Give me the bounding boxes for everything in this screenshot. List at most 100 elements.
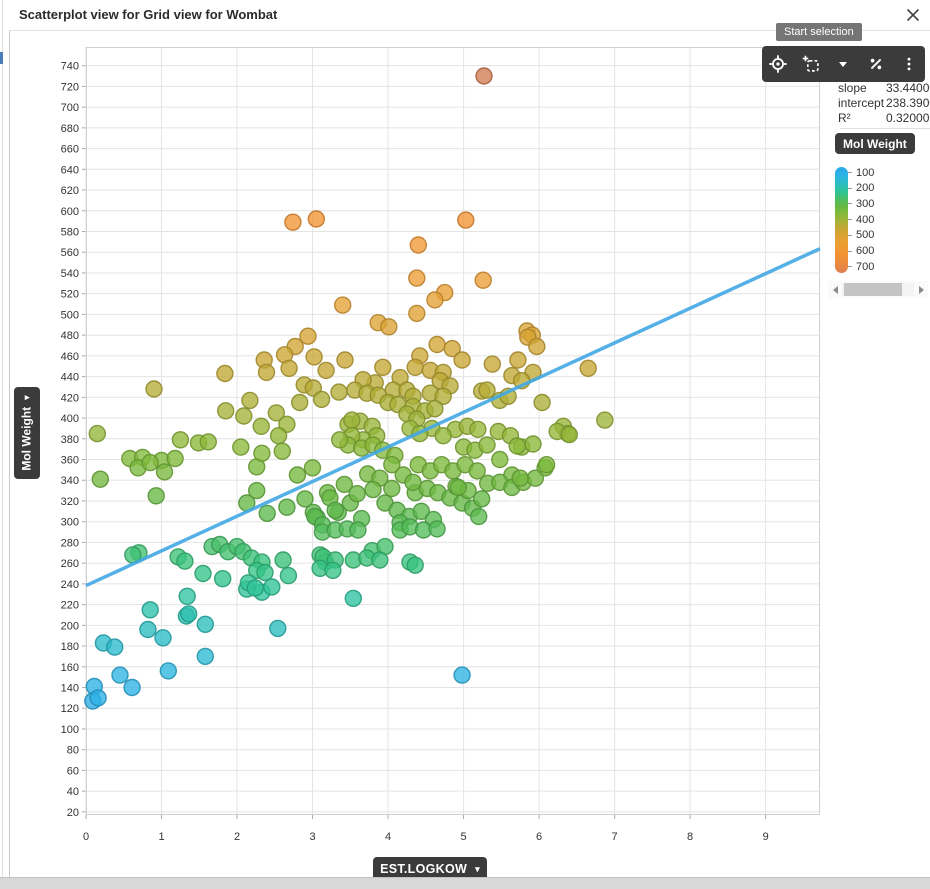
data-point[interactable] [470,507,488,526]
data-point[interactable] [269,619,287,638]
data-point[interactable] [380,318,398,336]
scrollbar-track[interactable] [842,283,914,296]
data-point[interactable] [279,566,298,585]
data-point[interactable] [408,304,426,323]
data-point[interactable] [404,473,422,491]
data-point[interactable] [428,335,446,354]
data-point[interactable] [147,487,165,505]
data-point[interactable] [278,498,296,516]
close-button[interactable] [904,6,922,24]
data-point[interactable] [453,351,471,369]
data-point[interactable] [312,390,331,409]
data-point[interactable] [105,638,124,656]
data-point[interactable] [383,479,401,498]
data-point[interactable] [483,355,501,373]
data-point[interactable] [248,481,266,500]
data-point[interactable] [263,578,281,596]
data-point[interactable] [374,358,392,376]
data-point[interactable] [511,469,529,487]
data-point[interactable] [196,615,215,633]
data-point[interactable] [336,351,354,369]
data-point[interactable] [331,431,349,449]
data-point[interactable] [178,587,196,605]
data-point[interactable] [330,383,348,401]
data-point[interactable] [383,456,401,474]
data-point[interactable] [509,351,527,369]
data-point[interactable] [449,478,467,497]
data-point[interactable] [303,459,322,477]
data-point[interactable] [296,490,314,508]
data-point[interactable] [434,387,452,405]
data-point[interactable] [408,269,426,287]
data-point[interactable] [141,453,159,472]
data-point[interactable] [213,570,232,588]
data-point[interactable] [596,411,614,429]
data-point[interactable] [533,393,551,412]
data-point[interactable] [155,463,174,481]
data-point[interactable] [371,551,389,569]
data-point[interactable] [469,420,487,439]
data-point[interactable] [434,427,452,445]
data-points[interactable] [84,67,614,710]
data-point[interactable] [526,469,544,487]
data-point[interactable] [457,211,475,229]
data-point[interactable] [273,442,291,460]
selection-mode-dropdown[interactable] [827,46,860,82]
data-point[interactable] [235,407,253,425]
data-point[interactable] [537,456,556,474]
data-point[interactable] [246,579,264,597]
data-point[interactable] [491,450,509,469]
data-point[interactable] [335,475,353,494]
data-point[interactable] [343,411,361,429]
data-point[interactable] [307,210,325,228]
data-point[interactable] [141,601,159,619]
crosshair-button[interactable] [762,46,795,82]
data-point[interactable] [252,417,270,435]
data-point[interactable] [216,364,234,383]
data-point[interactable] [478,381,496,399]
data-point[interactable] [475,67,493,85]
data-point[interactable] [256,563,274,582]
y-axis-column-button[interactable]: Mol Weight ▾ [14,387,40,479]
data-point[interactable] [478,436,496,454]
data-point[interactable] [426,400,444,418]
data-point[interactable] [194,564,212,583]
data-point[interactable] [269,427,288,445]
data-point[interactable] [474,271,492,289]
regression-toggle-button[interactable] [860,46,893,82]
data-point[interactable] [166,449,184,468]
data-point[interactable] [199,433,218,451]
data-point[interactable] [326,501,344,519]
data-point[interactable] [468,462,486,480]
data-point[interactable] [145,380,163,398]
data-point[interactable] [241,391,259,410]
menu-button[interactable] [892,46,925,82]
data-point[interactable] [305,348,323,366]
data-point[interactable] [324,561,342,580]
data-point[interactable] [280,359,298,377]
data-point[interactable] [91,470,110,488]
scrollbar-thumb[interactable] [844,283,902,296]
start-selection-button[interactable] [795,46,828,82]
data-point[interactable] [171,431,190,449]
data-point[interactable] [317,361,335,380]
data-point[interactable] [288,466,307,484]
data-point[interactable] [232,438,250,456]
data-point[interactable] [88,424,107,443]
data-point[interactable] [344,589,362,608]
data-point[interactable] [426,291,444,309]
data-point[interactable] [443,339,461,358]
data-point[interactable] [406,358,424,376]
data-point[interactable] [154,629,172,647]
data-point[interactable] [560,425,578,444]
data-point[interactable] [274,551,292,569]
data-point[interactable] [579,359,597,377]
data-point[interactable] [89,689,107,707]
data-point[interactable] [176,552,194,570]
data-point[interactable] [453,666,471,684]
scroll-right-button[interactable] [914,281,928,298]
data-point[interactable] [267,404,285,422]
data-point[interactable] [406,556,424,574]
data-point[interactable] [299,327,317,345]
